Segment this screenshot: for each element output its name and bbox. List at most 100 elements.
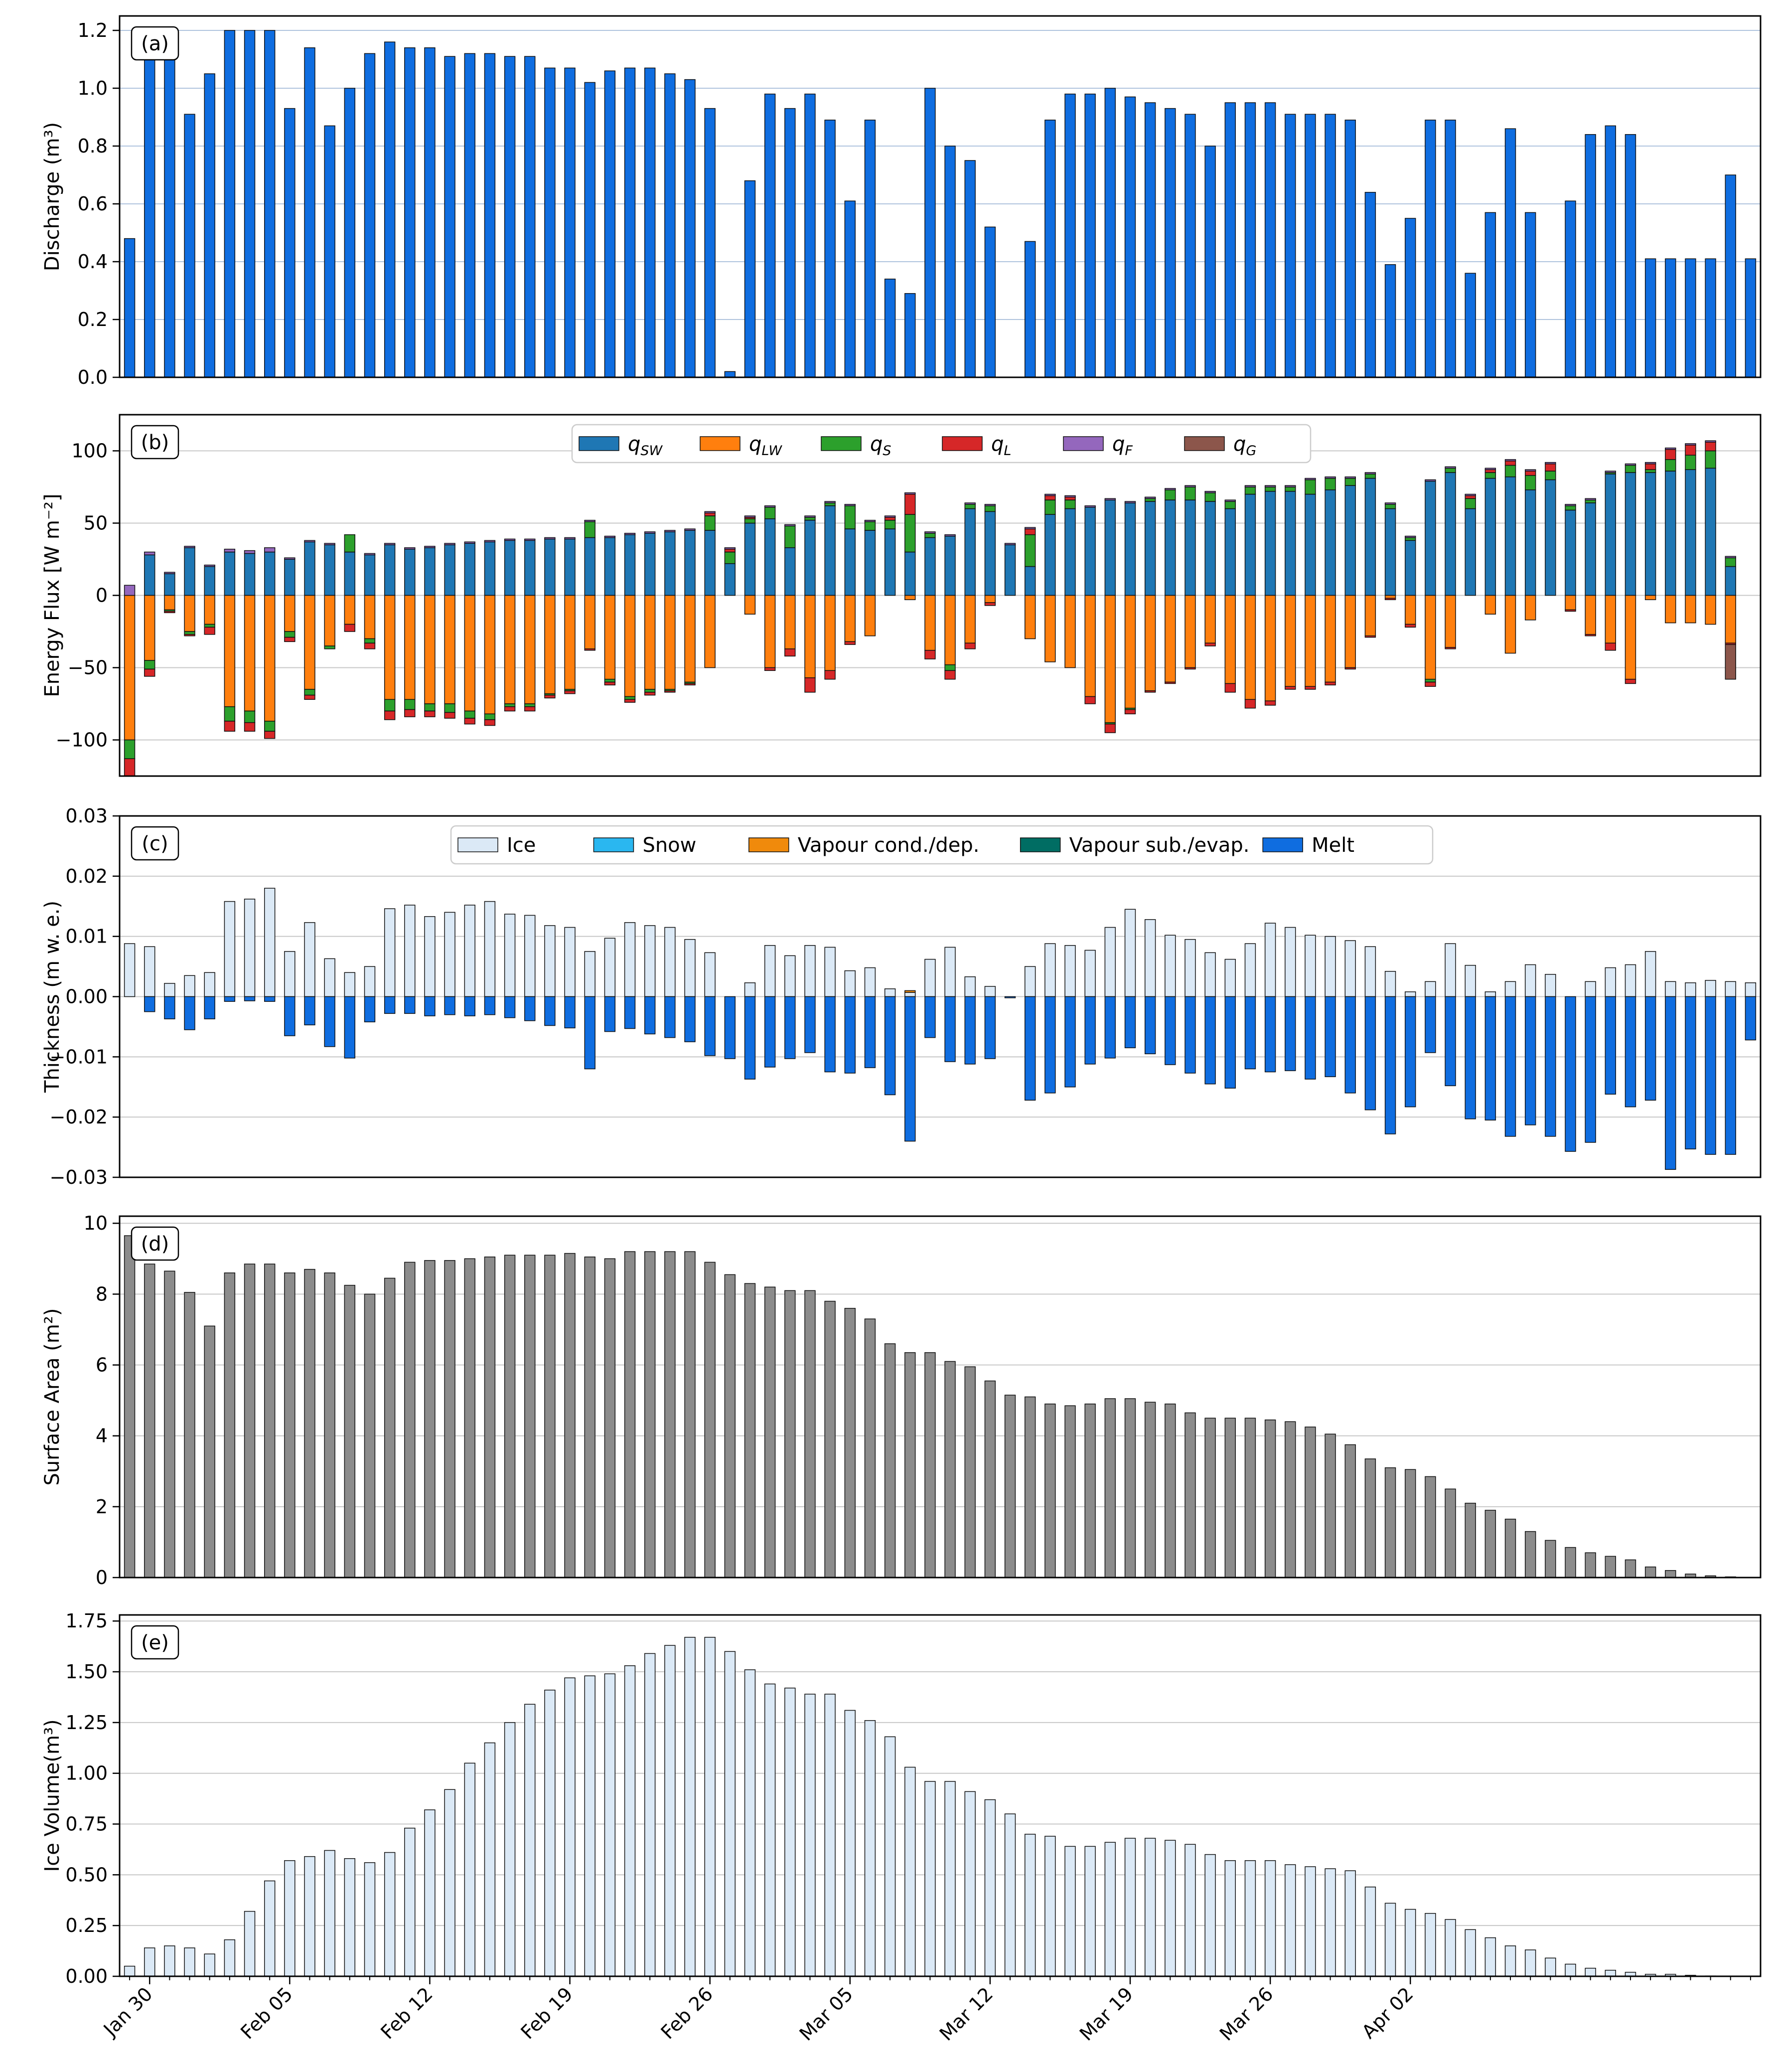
bar (1025, 241, 1036, 378)
bar (244, 1911, 256, 1977)
bar (144, 1947, 155, 1977)
bar (704, 1637, 716, 1977)
bar-q-lw (164, 595, 175, 611)
bar-ice (1144, 919, 1156, 997)
bar (484, 1256, 496, 1578)
bar (964, 160, 976, 378)
bar-melt (1264, 996, 1276, 1073)
bar (1484, 1937, 1496, 1977)
bar (1524, 212, 1536, 378)
bar (644, 67, 656, 378)
bar-q-l (164, 611, 175, 614)
bar-ice (1285, 927, 1296, 997)
bar-q-s (744, 518, 756, 524)
bar-q-l (644, 692, 656, 696)
bar-q-sw (284, 559, 296, 596)
bar-q-lw (1524, 595, 1536, 621)
bar (344, 88, 356, 378)
panel-label-box (131, 1625, 179, 1660)
bar-q-l (1165, 681, 1176, 684)
bar-q-s (1285, 486, 1296, 492)
bar-q-lw (1625, 595, 1636, 680)
bar-melt (744, 996, 756, 1080)
bar-ice (824, 947, 836, 997)
bar-q-s (584, 521, 595, 538)
bar-q-lw (1405, 595, 1416, 625)
bar-ice (224, 901, 236, 997)
bar-melt (764, 996, 776, 1068)
bar-q-s (1685, 455, 1696, 470)
bar-q-l (1244, 699, 1256, 709)
bar-q-l (264, 731, 276, 739)
bar-q-l (604, 681, 616, 686)
bar-melt (1184, 996, 1196, 1074)
bar-q-lw (1144, 595, 1156, 691)
bar (1465, 273, 1476, 378)
bar-q-f (1524, 469, 1536, 472)
bar (1184, 114, 1196, 378)
bar (1425, 1476, 1436, 1578)
bar (764, 1683, 776, 1977)
bar-q-l (1224, 683, 1236, 693)
bar-ice (424, 916, 436, 997)
bar-q-f (284, 557, 296, 560)
bar-q-sw (1124, 502, 1136, 596)
bar-q-lw (824, 595, 836, 671)
bar-melt (1344, 996, 1356, 1094)
bar-q-sw (164, 573, 175, 596)
bar-q-s (1025, 534, 1036, 567)
bar-q-f (1184, 485, 1196, 487)
bar-melt (584, 996, 595, 1070)
bar-melt (1364, 996, 1376, 1111)
bar (1405, 1909, 1416, 1977)
bar (1124, 96, 1136, 378)
bar-q-lw (364, 595, 376, 639)
bar (564, 1677, 576, 1977)
bar-q-lw (644, 595, 656, 690)
bar-q-lw (764, 595, 776, 668)
bar-melt (164, 996, 175, 1019)
bar-q-sw (884, 528, 896, 596)
bar-q-f (1325, 476, 1336, 479)
bar-ice (1524, 964, 1536, 997)
bar-q-lw (1384, 595, 1396, 599)
bar-melt (1144, 996, 1156, 1055)
y-tick-label: 1.0 (78, 77, 108, 99)
bar-q-lw (1705, 595, 1716, 625)
bar (624, 1665, 636, 1977)
bar-q-lw (1244, 595, 1256, 700)
bar-ice (504, 914, 516, 997)
bar-q-lw (1665, 595, 1676, 624)
bar-q-f (1044, 493, 1056, 496)
bar (1705, 258, 1716, 378)
bar (904, 293, 916, 378)
legend-swatch-q-f (1063, 436, 1104, 451)
legend-swatch-ice (457, 837, 498, 852)
bar-q-l (1305, 686, 1316, 690)
y-axis-label: Energy Flux [W m⁻²] (41, 493, 64, 697)
bar-q-lw (744, 595, 756, 615)
bar-melt (404, 996, 416, 1014)
bar (364, 1293, 376, 1578)
bar-melt (1705, 996, 1716, 1155)
y-axis-label: Surface Area (m²) (41, 1308, 64, 1485)
bar-q-sw (1244, 493, 1256, 596)
bar (1305, 114, 1316, 378)
bar-q-s (1545, 471, 1556, 480)
bar-q-lw (1325, 595, 1336, 683)
bar (424, 47, 436, 378)
y-tick-label: 1.50 (65, 1661, 108, 1683)
panel-label: (b) (141, 431, 169, 454)
bar-ice (684, 939, 696, 997)
legend-label: Vapour cond./dep. (798, 834, 980, 857)
bar (524, 1255, 536, 1578)
panel-label-box (131, 26, 179, 61)
bar-q-sw (264, 551, 276, 596)
y-tick-label: −50 (68, 657, 108, 679)
bar-ice (1044, 943, 1056, 997)
bar-ice (1425, 981, 1436, 997)
bar (1545, 1957, 1556, 1977)
bar-q-lw (1565, 595, 1576, 611)
bar (184, 1292, 195, 1578)
bar-q-l (304, 694, 315, 700)
